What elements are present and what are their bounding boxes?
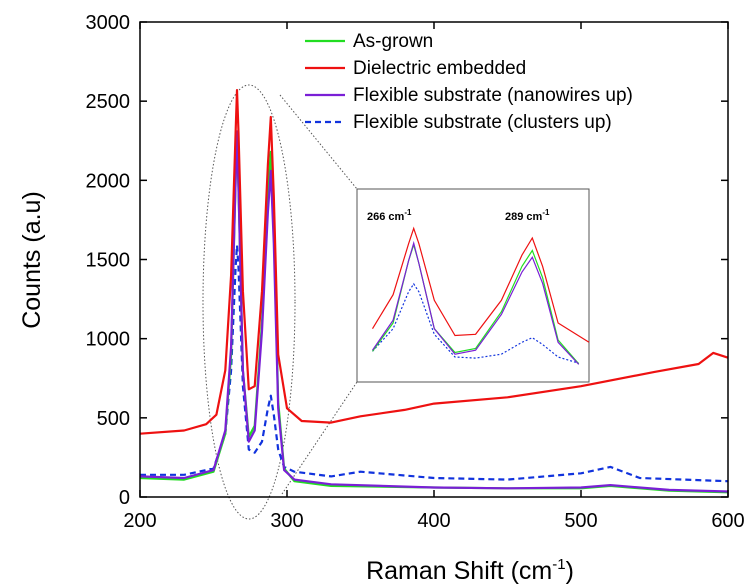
x-tick-label: 400: [417, 510, 450, 532]
legend-label: Flexible substrate (clusters up): [353, 112, 612, 133]
tick-layer: 200 300 400 500 600 0 500 1000 1500 2000 2500 3000: [86, 12, 745, 532]
x-tick-label: 300: [270, 510, 303, 532]
y-axis-label: Counts (a.u): [18, 191, 46, 329]
x-axis-label-end: ): [566, 557, 574, 585]
inset-series-layer: [371, 226, 590, 365]
legend-label: Dielectric embedded: [353, 58, 526, 79]
inset-series-line: [372, 282, 579, 364]
y-tick-label: 1500: [86, 250, 131, 272]
inset-label-289: 289 cm-1: [505, 208, 550, 223]
zoom-connector-bottom: [281, 381, 358, 495]
zoom-connector-top: [279, 94, 358, 190]
legend-label: As-grown: [353, 31, 433, 52]
x-tick-label: 500: [564, 510, 597, 532]
y-tick-label: 1000: [86, 329, 131, 351]
series-line-flexible-substrate-nanowires-up-: [139, 130, 729, 493]
y-tick-label: 0: [119, 487, 130, 509]
peak-highlight-ellipse: [202, 84, 296, 520]
x-tick-label: 200: [123, 510, 156, 532]
y-tick-label: 500: [97, 408, 130, 430]
inset-label-289-sup: -1: [542, 208, 550, 217]
legend-label: Flexible substrate (nanowires up): [353, 85, 633, 106]
inset-series-line: [372, 240, 580, 365]
inset-label-266-sup: -1: [404, 208, 412, 217]
y-tick-label: 2500: [86, 91, 131, 113]
y-tick-label: 3000: [86, 12, 131, 34]
y-tick-label: 2000: [86, 170, 131, 192]
series-line-dielectric-embedded: [139, 89, 729, 435]
x-axis-label: Raman Shift (cm-1): [366, 556, 574, 585]
x-axis-label-sup: -1: [552, 556, 565, 573]
x-tick-label: 600: [711, 510, 744, 532]
inset-series-line: [371, 226, 590, 343]
legend: As-grown Dielectric embedded Flexible subs…: [305, 31, 633, 133]
inset-zoom-panel: 266 cm-1 289 cm-1: [356, 188, 590, 383]
series-layer: [139, 89, 729, 494]
inset-label-266: 266 cm-1: [367, 208, 412, 223]
